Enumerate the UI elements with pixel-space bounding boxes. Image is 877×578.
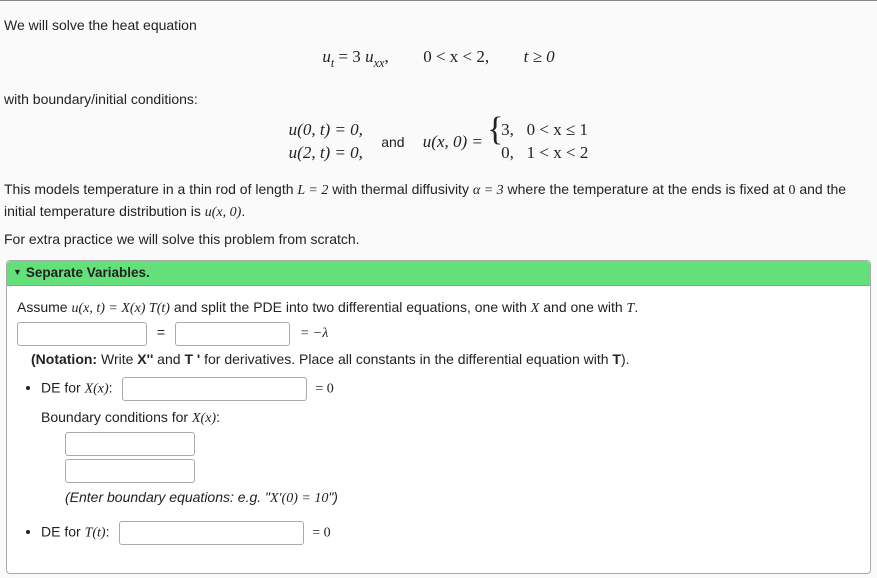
and-word: and [381,134,404,150]
sep-mid-input[interactable] [175,322,290,346]
pw1-val: 3, [501,120,514,139]
problem-container: We will solve the heat equation ut = 3 u… [0,0,877,574]
de-t-eq0: = 0 [312,525,330,540]
de-x-input[interactable] [122,377,307,401]
collapse-icon: ▼ [13,267,22,277]
de-list: DE for X(x): = 0 Boundary conditions for… [41,377,860,545]
assume-d: . [634,299,638,315]
assume-line: Assume u(x, t) = X(x) T(t) and split the… [17,299,860,317]
notation-a: (Notation: [31,351,97,367]
bc-hint: (Enter boundary equations: e.g. "X'(0) =… [65,489,860,507]
pde-domain-x: 0 < x < 2, [423,47,489,66]
sep-eq-1: = [157,324,165,340]
bc-1: u(0, t) = 0, [289,119,363,142]
model-alpha: α = 3 [473,183,504,198]
pde-equation: ut = 3 uxx, 0 < x < 2, t ≥ 0 [4,47,873,70]
de-x-eq0: = 0 [315,381,333,396]
de-x-label-a: DE for [41,379,85,395]
pde-eq: = 3 [334,47,365,66]
sep-lhs-input[interactable] [17,322,147,346]
model-ux0: u(x, 0) [205,205,242,220]
intro-line-2: with boundary/initial conditions: [4,89,873,109]
de-t-item: DE for T(t): = 0 [41,521,860,545]
pde-comma: , [384,47,388,66]
pw-row-1: 3, 0 < x ≤ 1 [501,119,588,142]
model-c: where the temperature at the ends is fix… [504,181,789,197]
pw2-val: 0, [501,143,514,162]
assume-c: and one with [539,299,626,315]
bc-input-2[interactable] [65,459,195,483]
pw1-dom: 0 < x ≤ 1 [527,120,588,139]
model-description: This models temperature in a thin rod of… [4,179,873,224]
model-b: with thermal diffusivity [328,181,472,197]
bc-input-1[interactable] [65,432,195,456]
de-x-Xx: X(x) [85,381,109,396]
pde-rhs-u: u [365,47,374,66]
assume-a: Assume [17,299,71,315]
de-t-label-a: DE for [41,523,85,539]
section-header[interactable]: ▼ Separate Variables. [7,261,870,286]
notation-xpp: X'' [137,351,153,367]
notation-b: Write [97,351,137,367]
bc-hint-b: ") [328,489,338,505]
bc-hint-a: (Enter boundary equations: e.g. " [65,489,270,505]
bc-label-row: Boundary conditions for X(x): [41,409,860,427]
bc-Xx: X(x) [192,411,216,426]
section-body: Assume u(x, t) = X(x) T(t) and split the… [7,286,870,573]
de-t-Tt: T(t) [85,525,106,540]
notation-Tb: T [612,351,621,367]
separate-variables-section: ▼ Separate Variables. Assume u(x, t) = X… [6,260,871,574]
pde-lhs-u: u [322,47,331,66]
section-title: Separate Variables. [26,265,150,280]
pde-domain-t: t ≥ 0 [524,47,555,66]
notation-line: (Notation: Write X'' and T ' for derivat… [31,351,860,367]
notation-e: ). [621,351,630,367]
assume-b: and split the PDE into two differential … [170,299,531,315]
bc-label-b: : [216,409,220,425]
ic-lhs: u(x, 0) = [423,132,483,152]
extra-practice: For extra practice we will solve this pr… [4,229,873,249]
model-L: L = 2 [297,183,328,198]
assume-eq: u(x, t) = X(x) T(t) [71,301,169,316]
bc-ic-equation: u(0, t) = 0, u(2, t) = 0, and u(x, 0) = … [4,119,873,165]
bc-stack: u(0, t) = 0, u(2, t) = 0, [289,119,363,165]
separation-equation-row: = = −λ [17,322,860,346]
notation-d: for derivatives. Place all constants in … [200,351,612,367]
model-a: This models temperature in a thin rod of… [4,181,297,197]
pde-rhs-sub: xx [374,56,385,70]
de-t-input[interactable] [119,521,304,545]
intro-line-1: We will solve the heat equation [4,15,873,35]
sep-eq-lambda: = −λ [300,326,328,341]
bc-hint-eq: X'(0) = 10 [270,491,328,506]
bc-input-stack [65,432,860,483]
bc-2: u(2, t) = 0, [289,142,363,165]
piecewise-brace: 3, 0 < x ≤ 1 0, 1 < x < 2 [487,119,588,165]
de-x-item: DE for X(x): = 0 Boundary conditions for… [41,377,860,507]
notation-tp: T ' [184,351,200,367]
model-e: . [241,203,245,219]
de-t-label-b: : [106,523,110,539]
pw-row-2: 0, 1 < x < 2 [501,142,588,165]
pde-lhs-sub: t [331,56,334,70]
notation-c: and [153,351,184,367]
bc-label-a: Boundary conditions for [41,409,192,425]
pw2-dom: 1 < x < 2 [527,143,589,162]
de-x-label-b: : [109,379,113,395]
